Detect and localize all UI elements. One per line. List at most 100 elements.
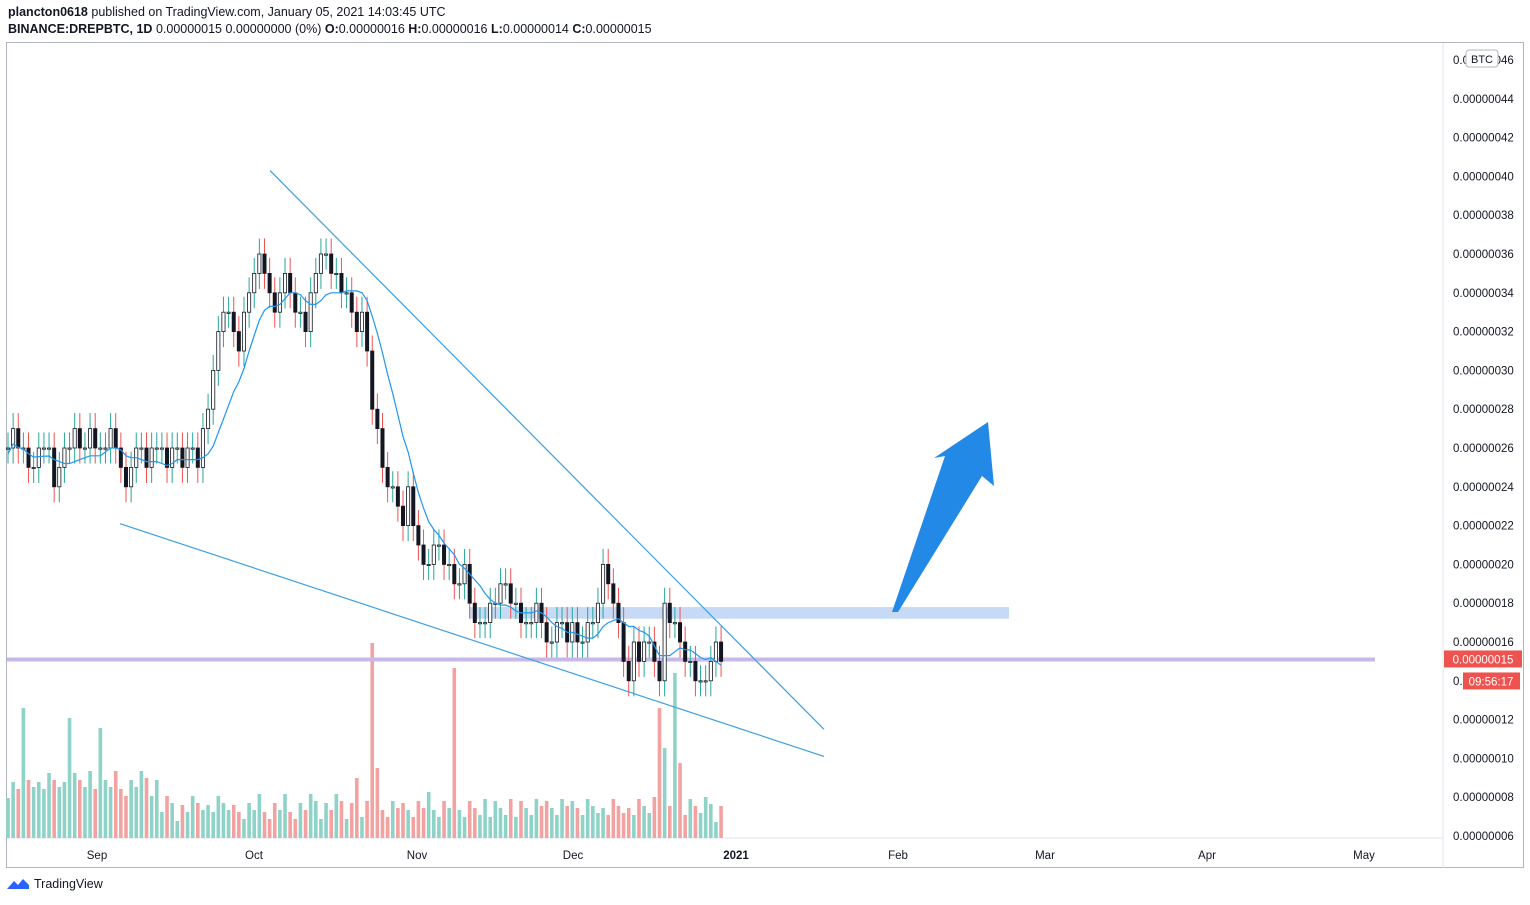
- volume-bar: [98, 728, 103, 838]
- volume-bar: [108, 787, 113, 838]
- candle-body: [457, 583, 462, 586]
- candle-body: [698, 680, 703, 683]
- candle-body: [365, 311, 370, 352]
- volume-bar: [467, 801, 472, 838]
- volume-bar: [11, 782, 15, 838]
- candle-body: [93, 428, 98, 449]
- volume-bar: [431, 810, 436, 838]
- volume-bar: [647, 813, 652, 838]
- change-value: 0.00000015 0.00000000 (0%): [155, 22, 322, 36]
- resistance-zone: [469, 607, 1009, 619]
- candle-body: [447, 564, 452, 567]
- volume-bar: [42, 789, 46, 838]
- volume-bar: [36, 782, 41, 838]
- candle-body: [442, 544, 447, 565]
- candle-body: [657, 661, 662, 682]
- candle-body: [719, 641, 724, 662]
- candle-body: [185, 447, 190, 468]
- symbol-info: BINANCE:DREPBTC, 1D 0.00000015 0.0000000…: [8, 22, 652, 36]
- volume-bar: [483, 799, 487, 838]
- volume-bar: [211, 812, 215, 838]
- candle-body: [431, 544, 436, 565]
- candle-body: [616, 602, 621, 624]
- author-name[interactable]: plancton0618: [8, 5, 88, 19]
- candle-body: [390, 486, 395, 489]
- volume-bar: [508, 799, 513, 838]
- candle-body: [129, 466, 134, 488]
- volume-bar: [339, 801, 344, 838]
- candle-body: [713, 641, 718, 662]
- candle-body: [36, 447, 41, 468]
- candle-body: [601, 564, 606, 604]
- open-label: O:: [324, 22, 339, 36]
- candle-body: [488, 602, 493, 624]
- volume-bar: [329, 810, 333, 838]
- volume-bar: [370, 643, 375, 838]
- volume-bar: [585, 799, 590, 838]
- volume-bar: [626, 808, 631, 838]
- candle-body: [401, 505, 406, 527]
- y-tick-label: 0.00000012: [1453, 715, 1514, 727]
- volume-bar: [596, 813, 600, 838]
- candle-body: [683, 641, 688, 662]
- candle-body: [159, 447, 164, 450]
- candle-body: [647, 641, 652, 644]
- candle-body: [118, 447, 123, 468]
- volume-bar: [657, 708, 662, 838]
- candle-body: [77, 428, 82, 449]
- candle-body: [139, 447, 144, 450]
- volume-bar: [190, 796, 195, 838]
- volume-bar: [308, 794, 313, 838]
- y-tick-label: 0.00000026: [1453, 443, 1514, 455]
- candle-body: [560, 622, 565, 625]
- close-label: C:: [572, 22, 586, 36]
- candle-body: [313, 272, 318, 294]
- volume-bar: [529, 815, 534, 838]
- volume-bar: [621, 813, 626, 838]
- volume-bar: [580, 815, 585, 838]
- volume-bar: [488, 817, 493, 838]
- candle-body: [529, 622, 534, 625]
- volume-bar: [319, 819, 323, 838]
- candle-body: [211, 369, 216, 410]
- volume-bar: [662, 748, 667, 838]
- volume-bar: [237, 812, 241, 838]
- candle-body: [549, 641, 554, 644]
- candle-body: [385, 466, 390, 488]
- candle-body: [26, 447, 31, 468]
- candle-body: [252, 272, 257, 294]
- high-value: 0.00000016: [421, 22, 488, 36]
- low-value: 0.00000014: [502, 22, 569, 36]
- candle-body: [298, 311, 303, 314]
- volume-bar: [437, 817, 441, 838]
- volume-bar: [262, 812, 267, 838]
- volume-bar: [31, 787, 36, 838]
- candle-body: [672, 622, 677, 625]
- candle-body: [236, 331, 241, 352]
- publish-text: published on TradingView.com, January 05…: [91, 5, 446, 19]
- volume-bar: [396, 808, 400, 838]
- candle-body: [667, 602, 672, 624]
- symbol-label: BINANCE:DREPBTC, 1D: [8, 22, 153, 36]
- y-tick-label: 0.00000022: [1453, 521, 1514, 533]
- volume-bar: [601, 808, 605, 838]
- tradingview-brand[interactable]: TradingView: [34, 877, 103, 891]
- candle-body: [67, 447, 72, 450]
- candle-body: [216, 331, 221, 371]
- volume-bar: [688, 799, 693, 838]
- volume-bar: [72, 773, 77, 838]
- volume-bar: [560, 799, 564, 838]
- last-price-label: 0.00000015: [1453, 654, 1514, 666]
- candle-body: [241, 311, 246, 352]
- volume-bar: [47, 773, 51, 838]
- candle-body: [472, 602, 477, 624]
- y-tick-label: 0.00000040: [1453, 171, 1514, 183]
- volume-bar: [201, 810, 205, 838]
- y-tick-label: 0.00000024: [1453, 482, 1514, 494]
- volume-bar: [6, 798, 10, 838]
- volume-bar: [591, 806, 595, 838]
- volume-bar: [283, 794, 287, 838]
- volume-bar: [719, 806, 723, 838]
- volume-bar: [401, 803, 405, 838]
